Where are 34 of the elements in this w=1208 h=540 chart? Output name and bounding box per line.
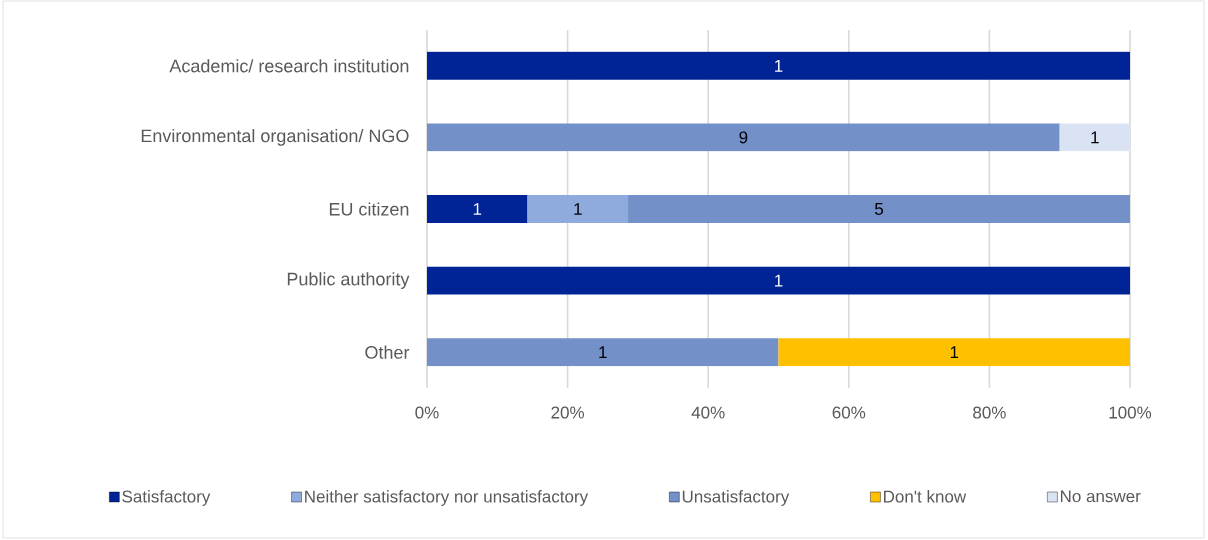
annotation: 1 — [950, 346, 959, 359]
legend-label: No answer — [1060, 490, 1141, 503]
bar — [427, 51, 1130, 80]
bar — [427, 195, 528, 223]
legend-label: Don't know — [884, 490, 967, 503]
x-tick-label: 20% — [551, 406, 584, 419]
x-tick-label: 80% — [973, 406, 1006, 419]
x-tick-label: 0% — [415, 406, 439, 419]
annotation: 1 — [473, 203, 482, 215]
annotation: 1 — [775, 274, 783, 287]
annotation: 1 — [574, 203, 582, 215]
x-tick-label: 40% — [691, 406, 725, 419]
bar — [427, 266, 1130, 295]
y-tick-label: Environmental organisation/ NGO — [141, 129, 409, 146]
bar — [427, 338, 779, 367]
y-tick-label: Other — [365, 345, 410, 359]
bar — [427, 123, 1060, 152]
x-tick-label: 60% — [832, 406, 866, 419]
bar — [527, 195, 629, 223]
y-tick-label: Academic/ research institution — [169, 59, 409, 73]
annotation: 5 — [874, 203, 884, 215]
legend-label: Neither satisfactory nor unsatisfactory — [305, 490, 589, 506]
bar — [778, 338, 1130, 367]
x-tick-label: 100% — [1109, 406, 1152, 419]
annotation: 9 — [739, 131, 748, 144]
bar — [1059, 123, 1130, 152]
bar — [628, 195, 1130, 223]
legend-label: Unsatisfactory — [682, 490, 790, 506]
y-tick-label: EU citizen — [329, 202, 409, 216]
y-tick-label: Public authority — [287, 272, 410, 289]
annotation: 1 — [1091, 131, 1099, 144]
annotation: 1 — [599, 346, 607, 359]
legend-label: Satisfactory — [122, 490, 211, 506]
annotation: 1 — [775, 59, 783, 72]
